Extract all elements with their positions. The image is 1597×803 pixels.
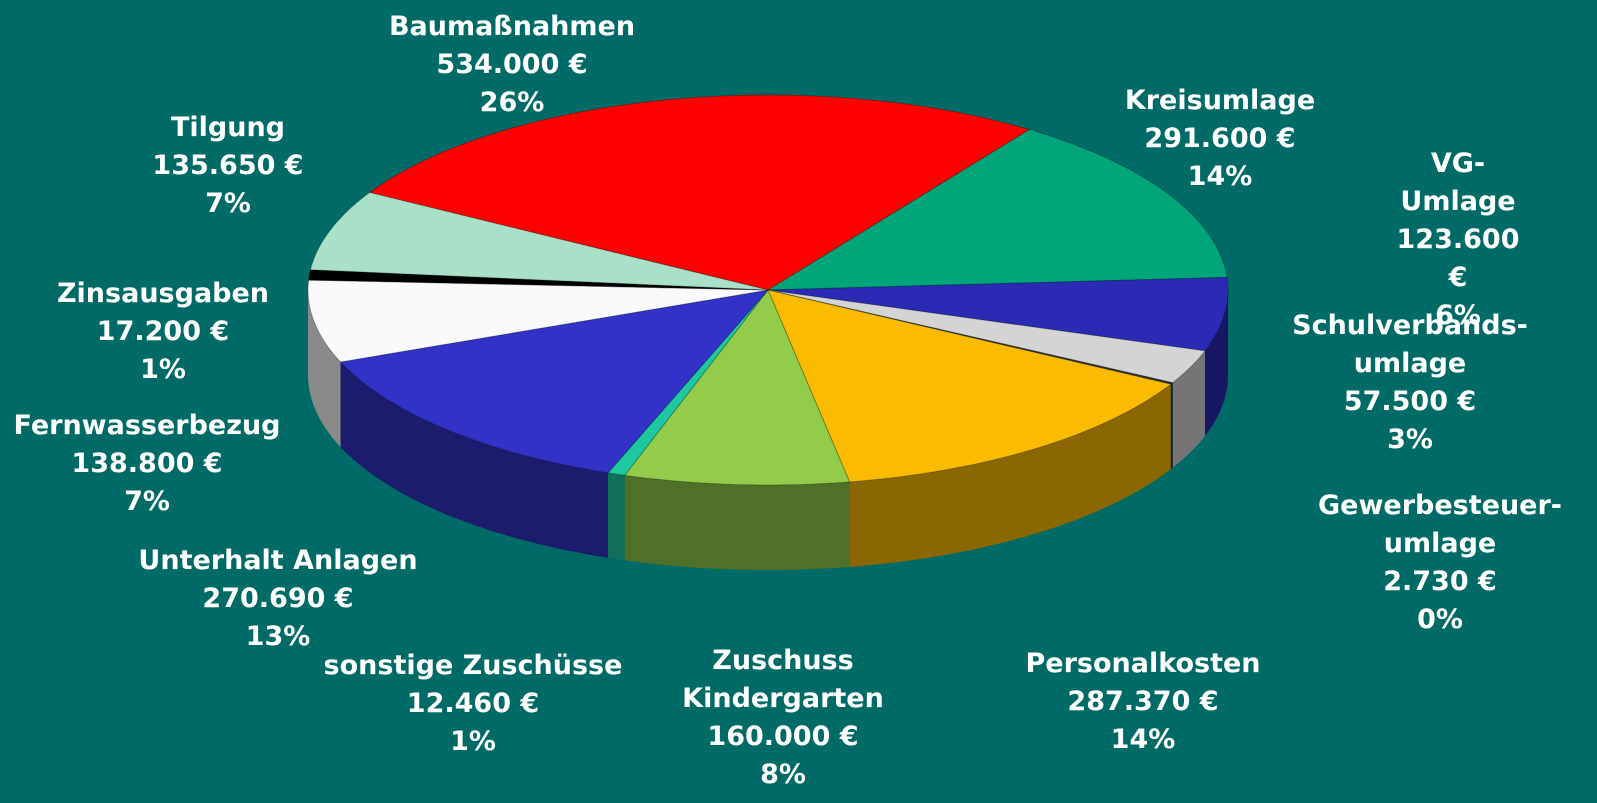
pie-slice (339, 289, 770, 474)
value-label: 160.000 € (707, 721, 859, 752)
pie-side (308, 290, 341, 447)
category-label: Fernwasserbezug (13, 410, 281, 441)
percentage-label: 0% (1417, 604, 1463, 635)
pie-slice (623, 289, 851, 486)
slice-label: VG-Umlage 123.600 € 6% (1389, 145, 1528, 335)
percentage-label: 26% (479, 87, 545, 118)
pie-slice (307, 279, 769, 363)
slice-label: sonstige Zuschüsse 12.460 € 1% (324, 647, 623, 761)
category-label: Personalkosten (1025, 648, 1261, 679)
category-label: Kreisumlage (1124, 85, 1316, 116)
value-label: 57.500 € (1343, 386, 1477, 417)
pie-side (608, 472, 625, 561)
value-label: 138.800 € (71, 448, 223, 479)
value-label: 534.000 € (436, 49, 588, 80)
value-label: 17.200 € (96, 316, 230, 347)
pie-side (624, 475, 850, 570)
percentage-label: 8% (760, 759, 806, 790)
value-label: 287.370 € (1067, 686, 1219, 717)
percentage-label: 13% (245, 621, 311, 652)
pie-side (340, 362, 608, 558)
value-label: 291.600 € (1144, 123, 1296, 154)
slice-label: Unterhalt Anlagen 270.690 € 13% (138, 542, 417, 656)
category-label: Tilgung (170, 112, 286, 143)
pie-side (1205, 290, 1228, 436)
category-label: VG-Umlage (1400, 148, 1516, 217)
percentage-label: 3% (1387, 424, 1433, 455)
slice-label: Baumaßnahmen 534.000 € 26% (389, 8, 635, 122)
pie-side (1170, 382, 1173, 470)
pie-slice (309, 191, 769, 291)
slice-label: Schulverbands- umlage 57.500 € 3% (1292, 307, 1528, 459)
value-label: 12.460 € (406, 688, 540, 719)
slice-label: Personalkosten 287.370 € 14% (1025, 645, 1260, 759)
pie-slice (767, 289, 1174, 385)
percentage-label: 7% (205, 188, 251, 219)
percentage-label: 7% (124, 486, 170, 517)
value-label: 270.690 € (202, 583, 354, 614)
category-label: sonstige Zuschüsse (323, 650, 623, 681)
value-label: 2.730 € (1383, 566, 1497, 597)
slice-label: Fernwasserbezug 138.800 € 7% (13, 407, 280, 521)
pie-side (1172, 350, 1205, 468)
pie-slice (766, 128, 1228, 291)
percentage-label: 6% (1435, 300, 1481, 331)
slice-label: Gewerbesteuer- umlage 2.730 € 0% (1318, 487, 1562, 639)
percentage-label: 14% (1187, 161, 1253, 192)
slice-label: Tilgung 135.650 € 7% (152, 109, 303, 223)
pie-slice (767, 276, 1229, 352)
category-label: Unterhalt Anlagen (138, 545, 418, 576)
pie-slice (767, 289, 1206, 384)
value-label: 123.600 € (1396, 224, 1520, 293)
slice-label: Zuschuss Kindergarten 160.000 € 8% (682, 642, 884, 794)
percentage-label: 14% (1110, 724, 1176, 755)
category-label: Zuschuss Kindergarten (682, 645, 884, 714)
slice-label: Zinsausgaben 17.200 € 1% (57, 275, 269, 389)
category-label: Baumaßnahmen (388, 11, 636, 42)
slice-label: Kreisumlage 291.600 € 14% (1125, 82, 1315, 196)
pie-side (849, 384, 1171, 567)
percentage-label: 1% (450, 726, 496, 757)
value-label: 135.650 € (152, 150, 304, 181)
category-label: Gewerbesteuer- umlage (1317, 490, 1563, 559)
pie-slice (368, 94, 1031, 291)
percentage-label: 1% (140, 354, 186, 385)
pie-slice (767, 289, 1172, 483)
category-label: Schulverbands- umlage (1292, 310, 1528, 379)
category-label: Zinsausgaben (56, 278, 270, 309)
